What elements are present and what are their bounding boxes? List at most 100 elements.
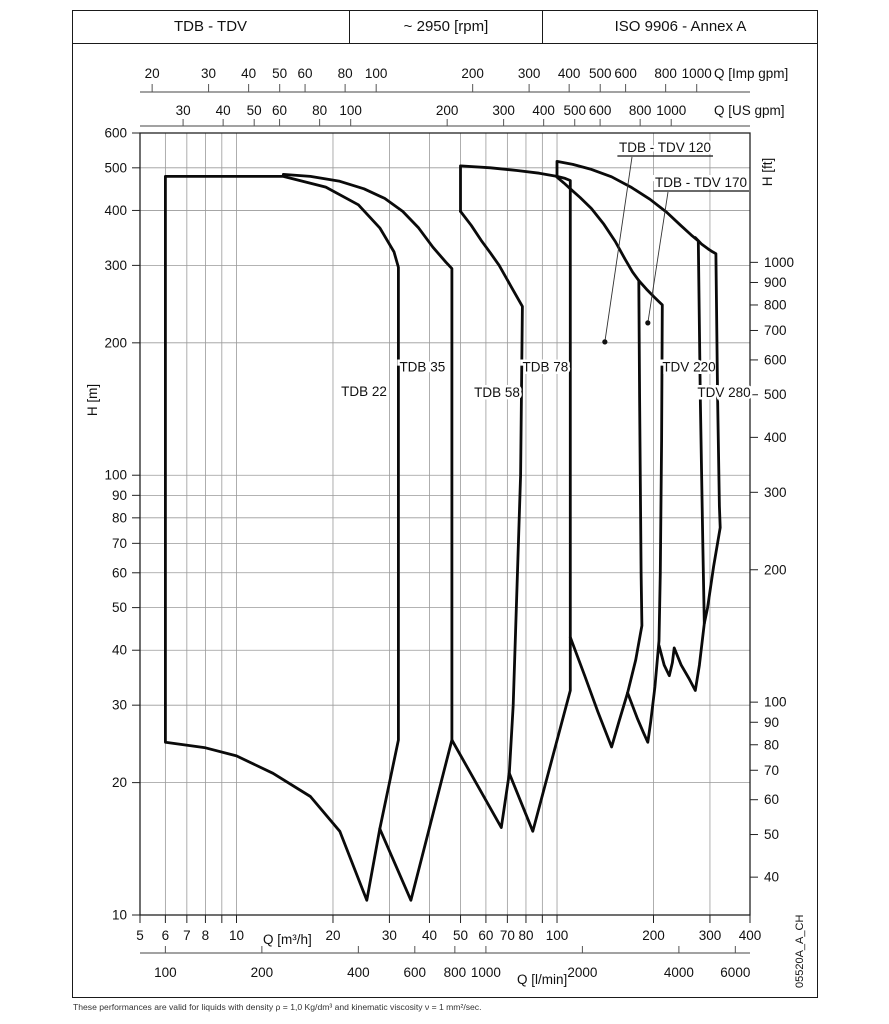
title-block: TDB - TDV ~ 2950 [rpm] ISO 9906 - Annex … (72, 10, 818, 44)
tick-label-hm-300: 300 (104, 258, 127, 273)
tick-label-qm3h-300: 300 (699, 928, 722, 943)
curve-label-tdb-78: TDB 78 (523, 360, 569, 375)
curve-label-tdb-22: TDB 22 (341, 384, 387, 399)
tick-label-lmin-6000: 6000 (720, 965, 750, 980)
tick-label-lmin-4000: 4000 (664, 965, 694, 980)
tick-label-usgpm-1000: 1000 (656, 103, 686, 118)
envelope-tdb-35 (281, 173, 454, 902)
y-axis-m-title: H [m] (85, 384, 100, 416)
x-axis-m3h-title: Q [m³/h] (263, 932, 312, 947)
tick-label-hm-90: 90 (112, 488, 127, 503)
callout-label-170: TDB - TDV 170 (655, 175, 747, 190)
standard-title: ISO 9906 - Annex A (614, 18, 747, 35)
tick-label-hm-400: 400 (104, 203, 127, 218)
tick-label-qm3h-200: 200 (642, 928, 665, 943)
envelope-tdv-280 (693, 236, 722, 625)
tick-label-qm3h-5: 5 (136, 928, 144, 943)
tick-label-qm3h-8: 8 (202, 928, 210, 943)
tick-label-qm3h-70: 70 (500, 928, 515, 943)
tick-label-impgpm-80: 80 (338, 66, 353, 81)
tick-label-impgpm-200: 200 (461, 66, 484, 81)
tick-label-hft-300: 300 (764, 485, 787, 500)
x-axis-lmin-title: Q [l/min] (517, 972, 567, 987)
y-axis-ft-title: H [ft] (760, 158, 775, 187)
tick-label-hm-20: 20 (112, 775, 127, 790)
tick-label-usgpm-600: 600 (589, 103, 612, 118)
tick-label-usgpm-60: 60 (272, 103, 287, 118)
tick-label-hm-200: 200 (104, 335, 127, 350)
tick-label-qm3h-60: 60 (478, 928, 493, 943)
doc-code: 05520A_A_CH (794, 915, 806, 988)
footer-note: These performances are valid for liquids… (73, 1002, 482, 1012)
tick-label-hft-400: 400 (764, 430, 787, 445)
callout-leader-170 (647, 191, 669, 323)
envelope-tdb-tdv-170 (626, 279, 664, 744)
tick-label-impgpm-40: 40 (241, 66, 256, 81)
callout-dot-170 (645, 320, 651, 326)
tick-label-impgpm-300: 300 (518, 66, 541, 81)
curve-label-tdb-58: TDB 58 (474, 385, 520, 400)
tick-label-impgpm-30: 30 (201, 66, 216, 81)
tick-label-hm-30: 30 (112, 698, 127, 713)
tick-label-qm3h-20: 20 (325, 928, 340, 943)
tick-label-lmin-800: 800 (444, 965, 467, 980)
tick-label-impgpm-400: 400 (558, 66, 581, 81)
tick-label-hft-50: 50 (764, 827, 779, 842)
curve-label-tdb-35: TDB 35 (399, 360, 445, 375)
tick-label-usgpm-80: 80 (312, 103, 327, 118)
tick-label-usgpm-100: 100 (339, 103, 362, 118)
tick-label-qm3h-80: 80 (518, 928, 533, 943)
envelope-tdb-tdv-120 (555, 175, 644, 749)
tick-label-hm-100: 100 (104, 468, 127, 483)
tick-label-hm-40: 40 (112, 643, 127, 658)
tick-label-hft-40: 40 (764, 870, 779, 885)
tick-label-hft-1000: 1000 (764, 255, 794, 270)
tick-label-usgpm-30: 30 (176, 103, 191, 118)
tick-label-hm-60: 60 (112, 565, 127, 580)
tick-label-usgpm-200: 200 (436, 103, 459, 118)
tick-label-lmin-200: 200 (251, 965, 274, 980)
tick-label-hft-200: 200 (764, 562, 787, 577)
tick-label-impgpm-50: 50 (272, 66, 287, 81)
tick-label-hm-600: 600 (104, 126, 127, 141)
envelope-tdb-58 (450, 210, 524, 829)
tick-label-usgpm-500: 500 (563, 103, 586, 118)
callout-dot-120 (602, 339, 608, 345)
tick-label-impgpm-800: 800 (654, 66, 677, 81)
callout-leader-120 (604, 156, 633, 342)
x-axis-imp-title: Q [Imp gpm] (714, 66, 788, 81)
tick-label-hm-70: 70 (112, 536, 127, 551)
curve-label-tdv-280: TDV 280 (697, 385, 750, 400)
tick-label-hft-600: 600 (764, 352, 787, 367)
tick-label-impgpm-500: 500 (589, 66, 612, 81)
tick-label-lmin-100: 100 (154, 965, 177, 980)
tick-label-usgpm-800: 800 (629, 103, 652, 118)
tick-label-qm3h-6: 6 (162, 928, 170, 943)
tick-label-impgpm-600: 600 (614, 66, 637, 81)
tick-label-lmin-2000: 2000 (567, 965, 597, 980)
tick-label-hft-700: 700 (764, 323, 787, 338)
envelope-tdv-220 (555, 160, 706, 692)
tick-label-lmin-400: 400 (347, 965, 370, 980)
tick-label-hft-900: 900 (764, 275, 787, 290)
tick-label-hm-10: 10 (112, 908, 127, 923)
tick-label-qm3h-7: 7 (183, 928, 191, 943)
tick-label-impgpm-20: 20 (145, 66, 160, 81)
tick-label-qm3h-10: 10 (229, 928, 244, 943)
tick-label-hft-80: 80 (764, 737, 779, 752)
tick-label-hm-500: 500 (104, 160, 127, 175)
plot-frame (139, 132, 751, 916)
speed-title: ~ 2950 [rpm] (350, 10, 543, 43)
tick-label-hft-500: 500 (764, 387, 787, 402)
tick-label-lmin-1000: 1000 (471, 965, 501, 980)
x-axis-us-title: Q [US gpm] (714, 103, 785, 118)
tick-label-hm-50: 50 (112, 600, 127, 615)
tick-label-impgpm-100: 100 (365, 66, 388, 81)
tick-label-qm3h-40: 40 (422, 928, 437, 943)
curve-label-tdv-220: TDV 220 (662, 360, 715, 375)
tick-label-impgpm-60: 60 (298, 66, 313, 81)
envelope-tdb-22 (164, 175, 400, 902)
tick-label-usgpm-40: 40 (216, 103, 231, 118)
tick-label-lmin-600: 600 (404, 965, 427, 980)
